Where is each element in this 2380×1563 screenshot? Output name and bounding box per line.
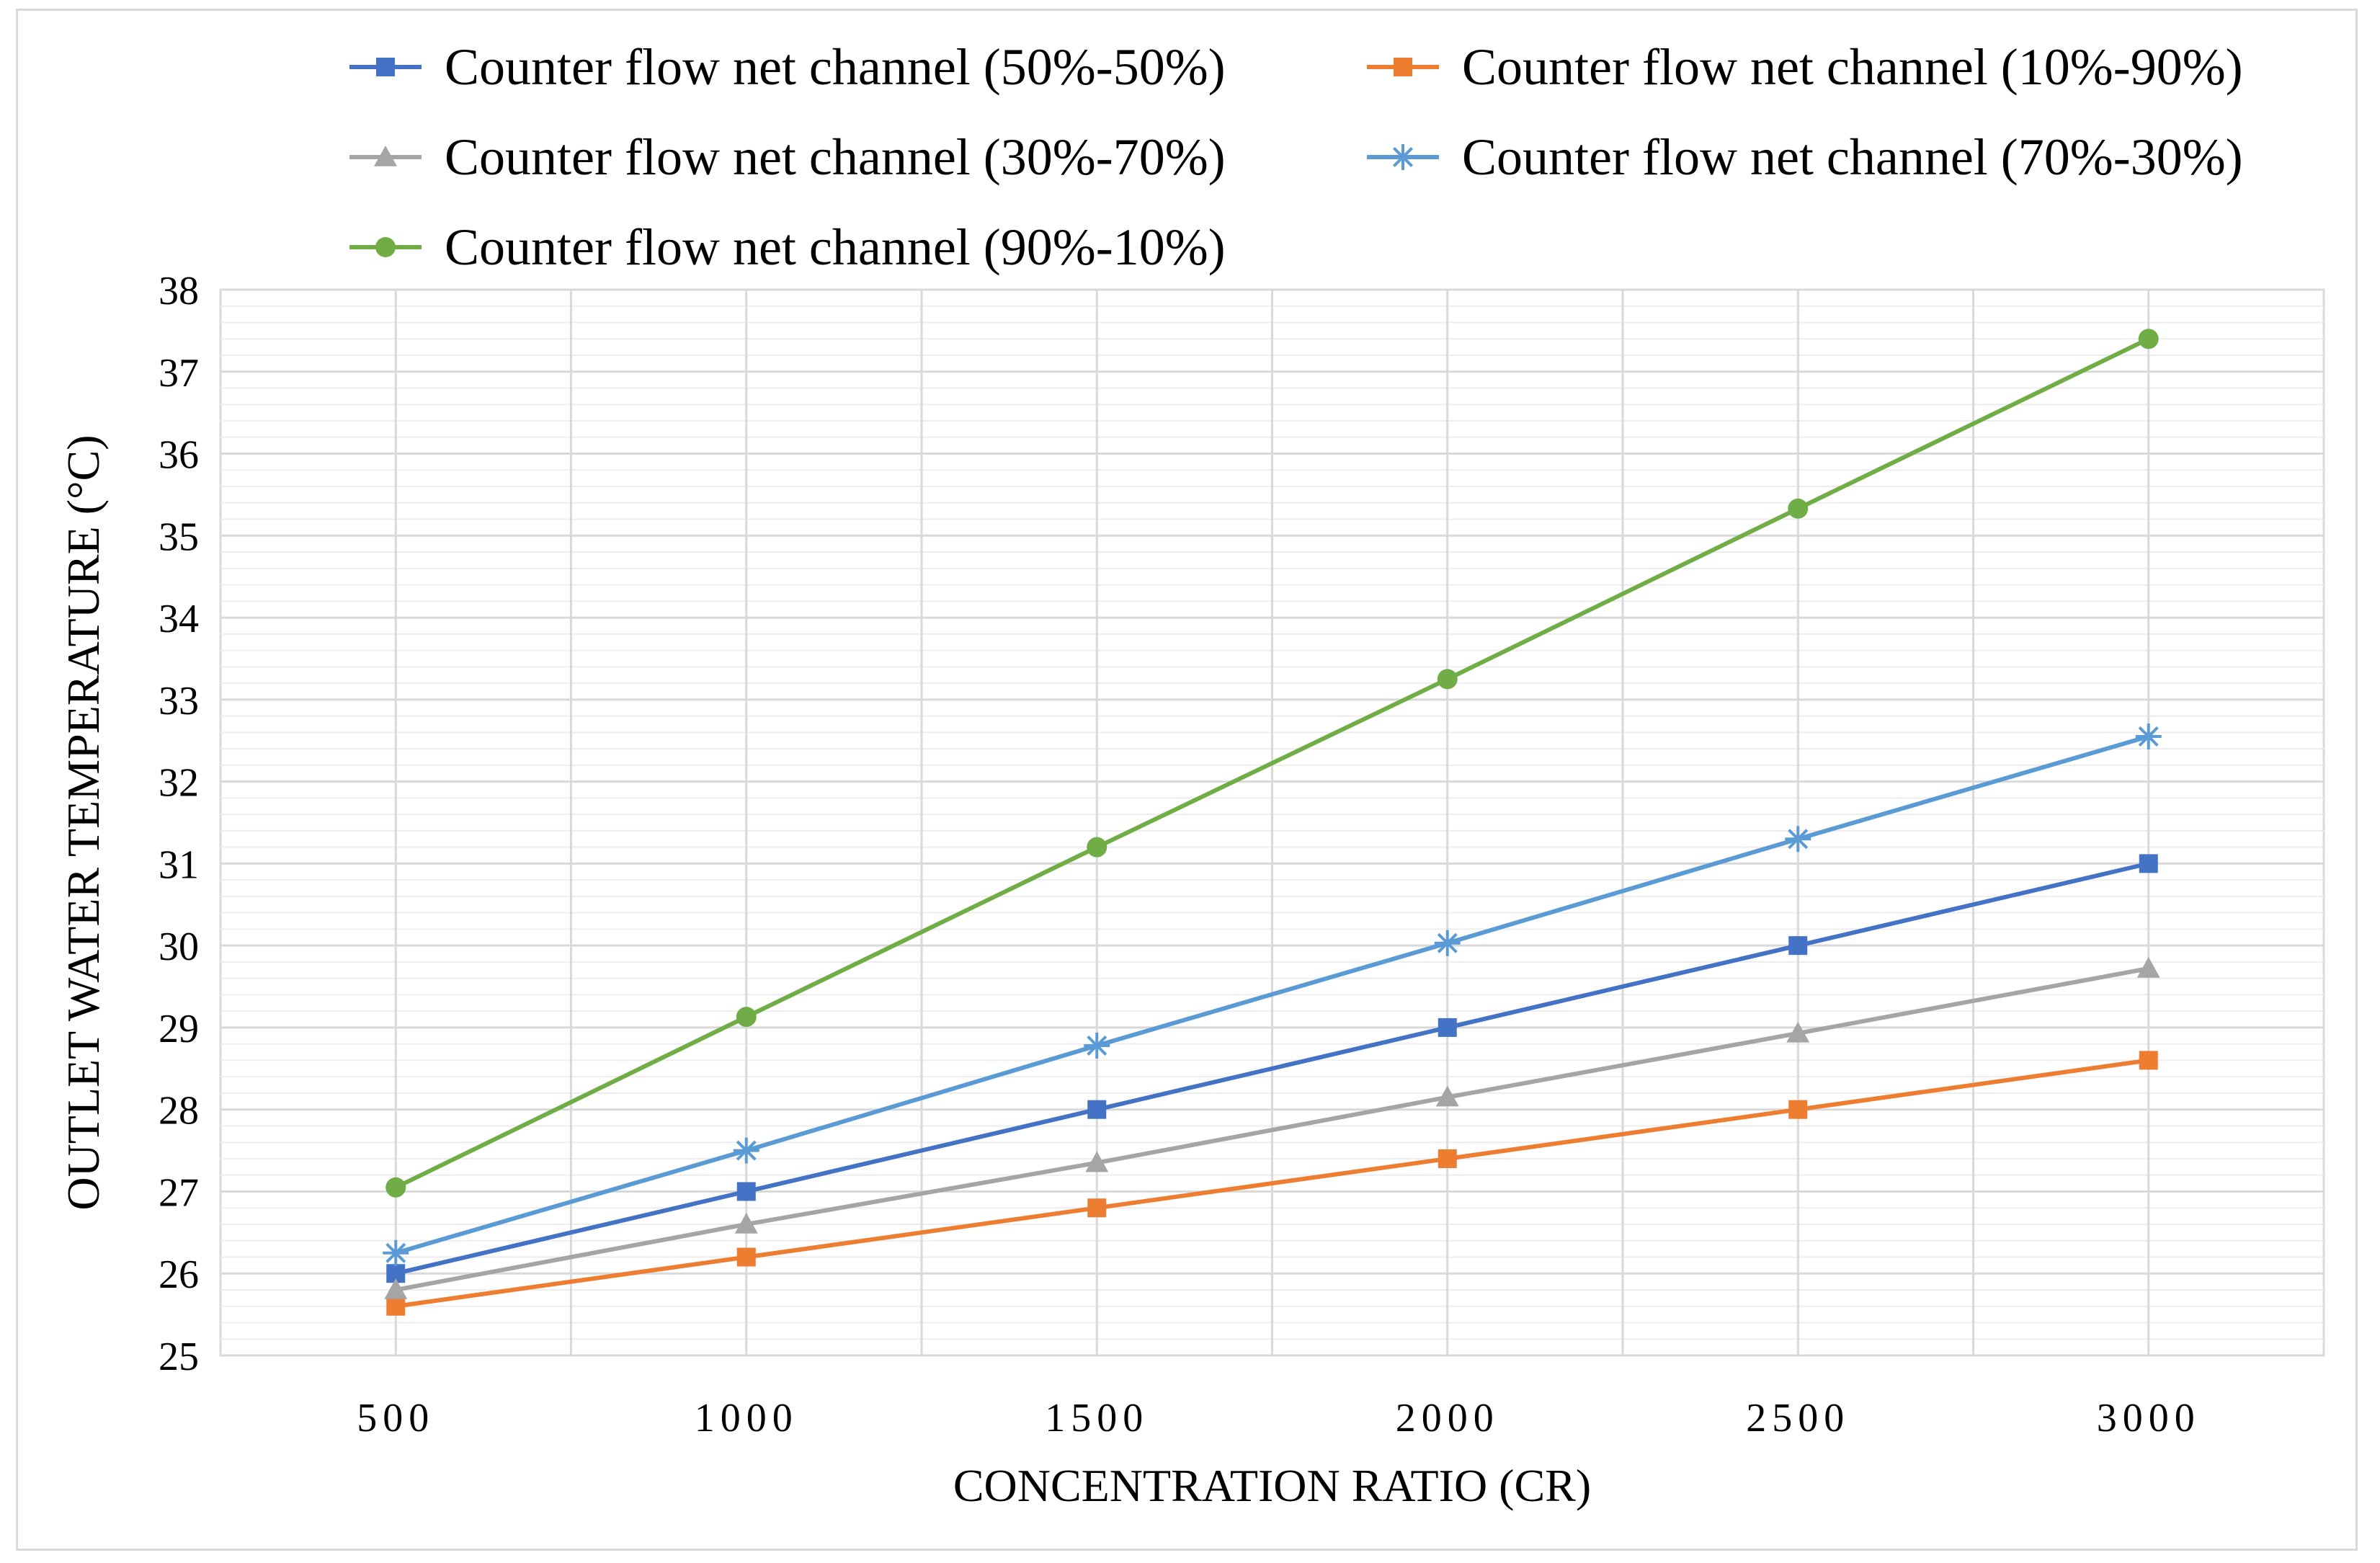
y-tick-label: 31 — [159, 842, 199, 887]
x-tick-label: 2000 — [1396, 1396, 1499, 1440]
legend-item: Counter flow net channel (30%-70%) — [349, 128, 1226, 186]
data-point — [1788, 1100, 1808, 1119]
data-point — [1434, 930, 1461, 956]
data-point — [2136, 957, 2160, 978]
data-point — [386, 1296, 406, 1316]
star-stroke — [736, 1140, 757, 1161]
y-tick-label: 38 — [159, 269, 199, 313]
line-chart: 25 26 27 28 29 30 31 32 33 34 35 36 37 38 500 1000 1500 2… — [58, 38, 2325, 1511]
legend-item: Counter flow net channel (90%-10%) — [349, 218, 1226, 276]
legend-marker — [1394, 58, 1412, 76]
series-line — [395, 734, 2149, 1255]
data-point — [1788, 498, 1809, 519]
legend-label: Counter flow net channel (70%-30%) — [1462, 128, 2243, 186]
data-point — [2135, 723, 2162, 750]
y-tick-label: 32 — [159, 761, 199, 806]
legend-marker — [375, 237, 396, 257]
data-point — [1786, 1021, 1810, 1043]
legend-item: Counter flow net channel (70%-30%) — [1367, 128, 2243, 186]
series-3 — [383, 723, 2162, 1266]
data-point — [1085, 1151, 1109, 1172]
y-tick-label: 36 — [159, 433, 199, 478]
data-point — [1087, 1100, 1107, 1119]
data-point — [2138, 329, 2159, 349]
y-tick-label: 26 — [159, 1252, 199, 1297]
y-tick-label: 25 — [159, 1335, 199, 1379]
star-stroke — [385, 1242, 406, 1263]
star-stroke — [2138, 726, 2159, 747]
data-point — [385, 1177, 406, 1198]
data-point — [1788, 936, 1808, 956]
y-tick-label: 37 — [159, 351, 199, 396]
chart-frame: 25 26 27 28 29 30 31 32 33 34 35 36 37 38 500 1000 1500 2… — [16, 9, 2358, 1551]
data-point — [734, 1212, 758, 1234]
y-tick-label: 27 — [159, 1170, 199, 1215]
data-point — [2139, 1051, 2158, 1070]
star-stroke — [1087, 1035, 1107, 1056]
data-point — [1087, 1198, 1107, 1218]
data-point — [1087, 837, 1107, 858]
legend-marker — [376, 58, 395, 76]
data-point — [1437, 669, 1458, 690]
legend-item: Counter flow net channel (50%-50%) — [349, 38, 1226, 96]
legend-marker — [1390, 144, 1416, 170]
legend-marker — [374, 146, 397, 166]
x-axis-title: CONCENTRATION RATIO (CR) — [953, 1460, 1591, 1511]
data-point — [733, 1137, 759, 1164]
series-line — [395, 966, 2149, 1292]
legend-label: Counter flow net channel (30%-70%) — [445, 128, 1226, 186]
data-point — [384, 1278, 408, 1299]
y-tick-label: 30 — [159, 925, 199, 969]
series-1 — [386, 1051, 2158, 1316]
series-2 — [384, 957, 2160, 1299]
data-point — [1435, 1085, 1459, 1107]
legend-label: Counter flow net channel (90%-10%) — [445, 218, 1226, 276]
data-point — [736, 1247, 756, 1267]
x-tick-label: 500 — [357, 1396, 434, 1440]
y-tick-label: 35 — [159, 515, 199, 559]
x-tick-label: 1000 — [695, 1396, 798, 1440]
star-stroke — [1392, 146, 1414, 168]
data-point — [736, 1007, 757, 1028]
y-tick-label: 34 — [159, 597, 199, 641]
series-line — [395, 861, 2149, 1276]
data-point — [383, 1239, 409, 1266]
series-line — [394, 337, 2150, 1190]
y-tick-label: 29 — [159, 1007, 199, 1051]
star-stroke — [1788, 829, 1809, 850]
legend-label: Counter flow net channel (50%-50%) — [445, 38, 1226, 96]
legend-label: Counter flow net channel (10%-90%) — [1462, 38, 2243, 96]
data-point — [2139, 854, 2158, 873]
y-tick-label: 33 — [159, 679, 199, 723]
y-tick-label: 28 — [159, 1089, 199, 1134]
series-4 — [385, 329, 2159, 1198]
data-point — [736, 1182, 756, 1201]
x-tick-label: 1500 — [1045, 1396, 1149, 1440]
data-point — [1785, 826, 1811, 852]
star-stroke — [1437, 932, 1458, 953]
data-point — [1438, 1017, 1457, 1037]
legend-item: Counter flow net channel (10%-90%) — [1367, 38, 2243, 96]
x-tick-label: 2500 — [1746, 1396, 1850, 1440]
series-line — [395, 1058, 2149, 1309]
y-axis-title: OUTLET WATER TEMPERATURE (°C) — [58, 435, 109, 1210]
x-tick-label: 3000 — [2097, 1396, 2201, 1440]
data-point — [1438, 1149, 1457, 1168]
data-point — [1084, 1032, 1110, 1059]
